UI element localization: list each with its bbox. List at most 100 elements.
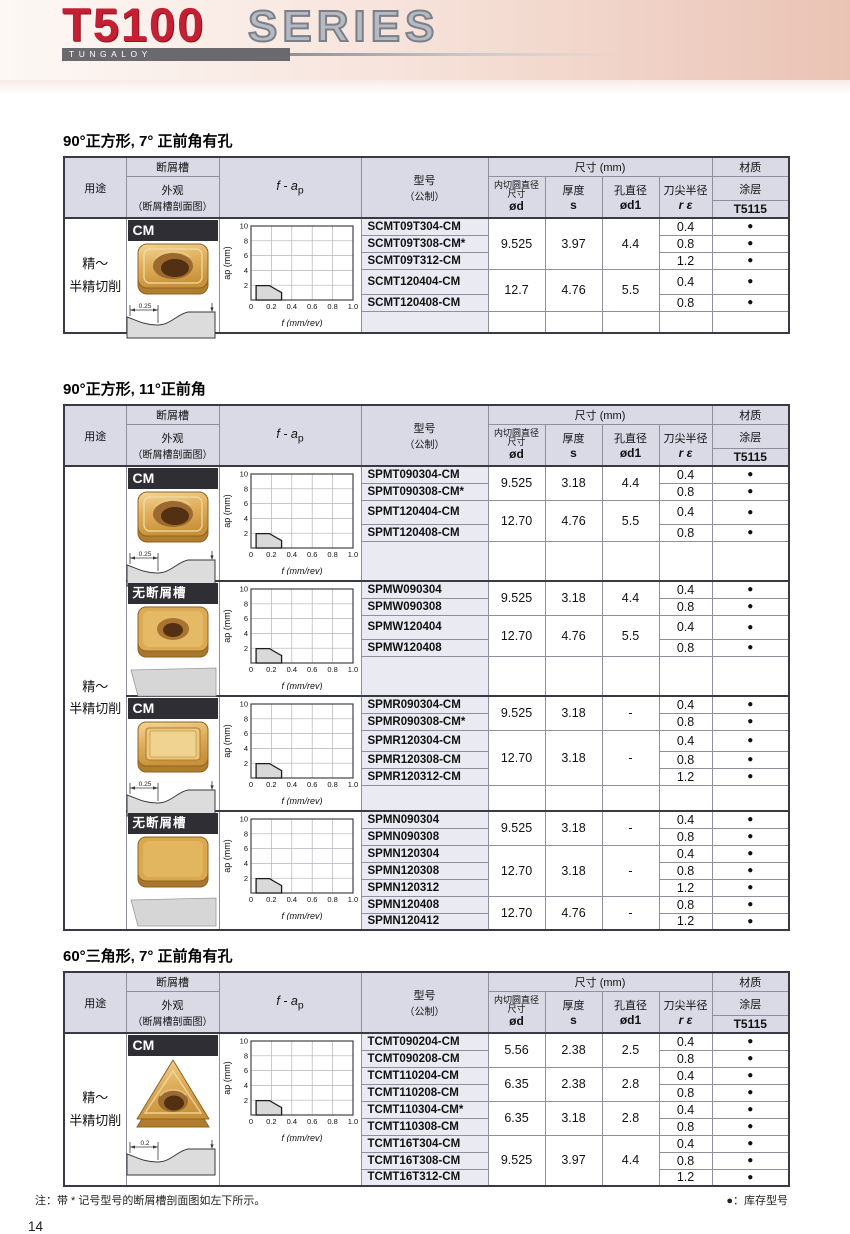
corner-radius-cell: 0.8 [658,895,713,914]
section-diagram-wrap: 0.25 [124,780,222,825]
svg-text:0.25: 0.25 [138,303,151,310]
svg-text:4: 4 [244,514,248,523]
svg-text:0.8: 0.8 [327,665,337,674]
model-cell: TCMT110308-CM [360,1117,489,1136]
svg-text:6: 6 [244,1066,248,1075]
filler-row [64,784,790,812]
svg-text:8: 8 [244,714,248,723]
corner-radius-cell: 0.8 [658,827,713,846]
chipbreaker-label: CM [127,468,218,489]
empty-cell [544,784,603,812]
stock-dot-cell: ● [711,861,790,880]
col-hole-diameter: 孔直径 ød1 [601,424,660,467]
f-ap-cell: 2 4 6 8 10 0 0.2 0.4 0.6 0.8 1.0 f (mm/rev) ap (mm) [218,580,362,697]
col-grade: T5115 [711,448,790,467]
model-cell: SPMN120304 [360,844,489,863]
f-ap-chart: 2 4 6 8 10 0 0.2 0.4 0.6 0.8 1.0 f (mm/rev) ap (mm) [222,700,358,806]
ic-diameter-cell: 6.35 [487,1066,546,1102]
spec-row: SPMN120312 1.2 ● [64,878,790,897]
stock-dot-cell: ● [711,1083,790,1102]
svg-text:f (mm/rev): f (mm/rev) [282,681,323,690]
thickness-cell: 3.97 [544,217,603,270]
svg-text:4: 4 [244,1081,248,1090]
model-cell: SPMN120408 [360,895,489,914]
corner-radius-cell: 1.2 [658,1168,713,1187]
stock-dot-cell: ● [711,1134,790,1153]
svg-text:0.8: 0.8 [327,550,337,559]
svg-text:ap (mm): ap (mm) [222,246,232,280]
svg-text:10: 10 [240,700,248,709]
svg-text:0.6: 0.6 [307,780,317,789]
f-ap-cell: 2 4 6 8 10 0 0.2 0.4 0.6 0.8 1.0 f (mm/rev) ap (mm) [218,465,362,582]
svg-text:0.2: 0.2 [266,550,276,559]
model-cell: SPMR090308-CM* [360,712,489,731]
spec-row: TCMT110204-CM 6.35 2.38 2.8 0.4 ● [64,1066,790,1102]
appearance-stack: 无断屑槽 [127,812,219,928]
col-appearance: 外观 （断屑槽剖面图） [125,176,220,219]
svg-text:1.0: 1.0 [348,665,358,674]
ic-diameter-cell: 6.35 [487,1100,546,1136]
model-cell: SCMT120404-CM [360,268,489,295]
corner-radius-cell: 0.4 [658,1100,713,1119]
col-f-ap: f - ap [218,404,362,467]
chipbreaker-section-diagram: 0.25 [126,781,215,817]
stock-dot-cell: ● [711,1117,790,1136]
f-ap-chart: 2 4 6 8 10 0 0.2 0.4 0.6 0.8 1.0 f (mm/rev) ap (mm) [222,815,358,921]
stock-dot-cell: ● [711,465,790,484]
chipbreaker-section-diagram [129,897,216,927]
corner-radius-cell: 0.4 [658,499,713,525]
col-corner-radius: 刀尖半径 r ε [658,176,713,219]
stock-dot-cell: ● [711,712,790,731]
filler-row [64,310,790,334]
col-hole-diameter: 孔直径 ød1 [601,991,660,1034]
insert-photo-square-cm [137,721,208,773]
model-cell: TCMT16T304-CM [360,1134,489,1153]
col-material: 材质 [711,156,790,177]
svg-text:f (mm/rev): f (mm/rev) [282,1133,323,1142]
notes-row: 注：带 * 记号型号的断屑槽剖面图如左下所示。 ●：库存型号 [35,1192,788,1208]
stock-dot-cell: ● [711,912,790,931]
header-row: 用途 断屑槽 f - ap 型号 （公制） 尺寸 (mm) 材质 [63,971,790,1034]
insert-photo [131,604,215,665]
appearance-cell: CM 0.25 [125,217,220,339]
corner-radius-cell: 0.4 [658,217,713,236]
col-model: 型号 （公制） [360,404,489,467]
svg-text:0.4: 0.4 [287,665,297,674]
col-appearance: 外观 （断屑槽剖面图） [125,991,220,1034]
svg-text:6: 6 [244,844,248,853]
col-f-ap: f - ap [218,971,362,1034]
appearance-cell: CM 0.2 [125,1032,220,1187]
svg-text:0: 0 [249,780,253,789]
hole-diameter-cell: 2.8 [601,1100,660,1136]
svg-text:8: 8 [244,829,248,838]
spec-row: 精～ 半精切削 CM 0.25 2 4 6 8 10 0 0.2 0.4 0.6 0.8 1.0 f (… [63,217,790,339]
ic-diameter-cell: 9.525 [487,1134,546,1187]
col-chipbreaker: 断屑槽 [125,971,220,992]
logo-underline [290,53,620,56]
ic-diameter-cell: 9.525 [487,217,546,270]
section-title: 60°三角形, 7° 正前角有孔 [63,948,233,965]
logo-series: SERIES [247,2,440,51]
hole-diameter-cell: - [601,810,660,846]
svg-text:2: 2 [244,644,248,653]
empty-cell [544,655,603,697]
corner-radius-cell: 1.2 [658,912,713,931]
spec-row: SPMN120412 1.2 ● [64,912,790,931]
svg-text:ap (mm): ap (mm) [222,609,232,643]
model-cell: SPMW120404 [360,614,489,640]
spec-row: SPMT090308-CM* 0.8 ● [64,482,790,501]
svg-text:0: 0 [249,302,253,311]
section-diagram-wrap [124,895,222,936]
svg-text:f (mm/rev): f (mm/rev) [282,796,323,805]
empty-cell [658,310,713,334]
chipbreaker-label: 无断屑槽 [127,583,218,604]
svg-text:1.0: 1.0 [348,1117,358,1126]
ic-diameter-cell: 12.7 [487,268,546,312]
filler-row [64,655,790,697]
chipbreaker-label: CM [127,698,218,719]
svg-text:4: 4 [244,629,248,638]
model-cell: SPMN120312 [360,878,489,897]
model-cell: SPMT090304-CM [360,465,489,484]
empty-cell [601,310,660,334]
ic-diameter-cell: 12.70 [487,895,546,931]
